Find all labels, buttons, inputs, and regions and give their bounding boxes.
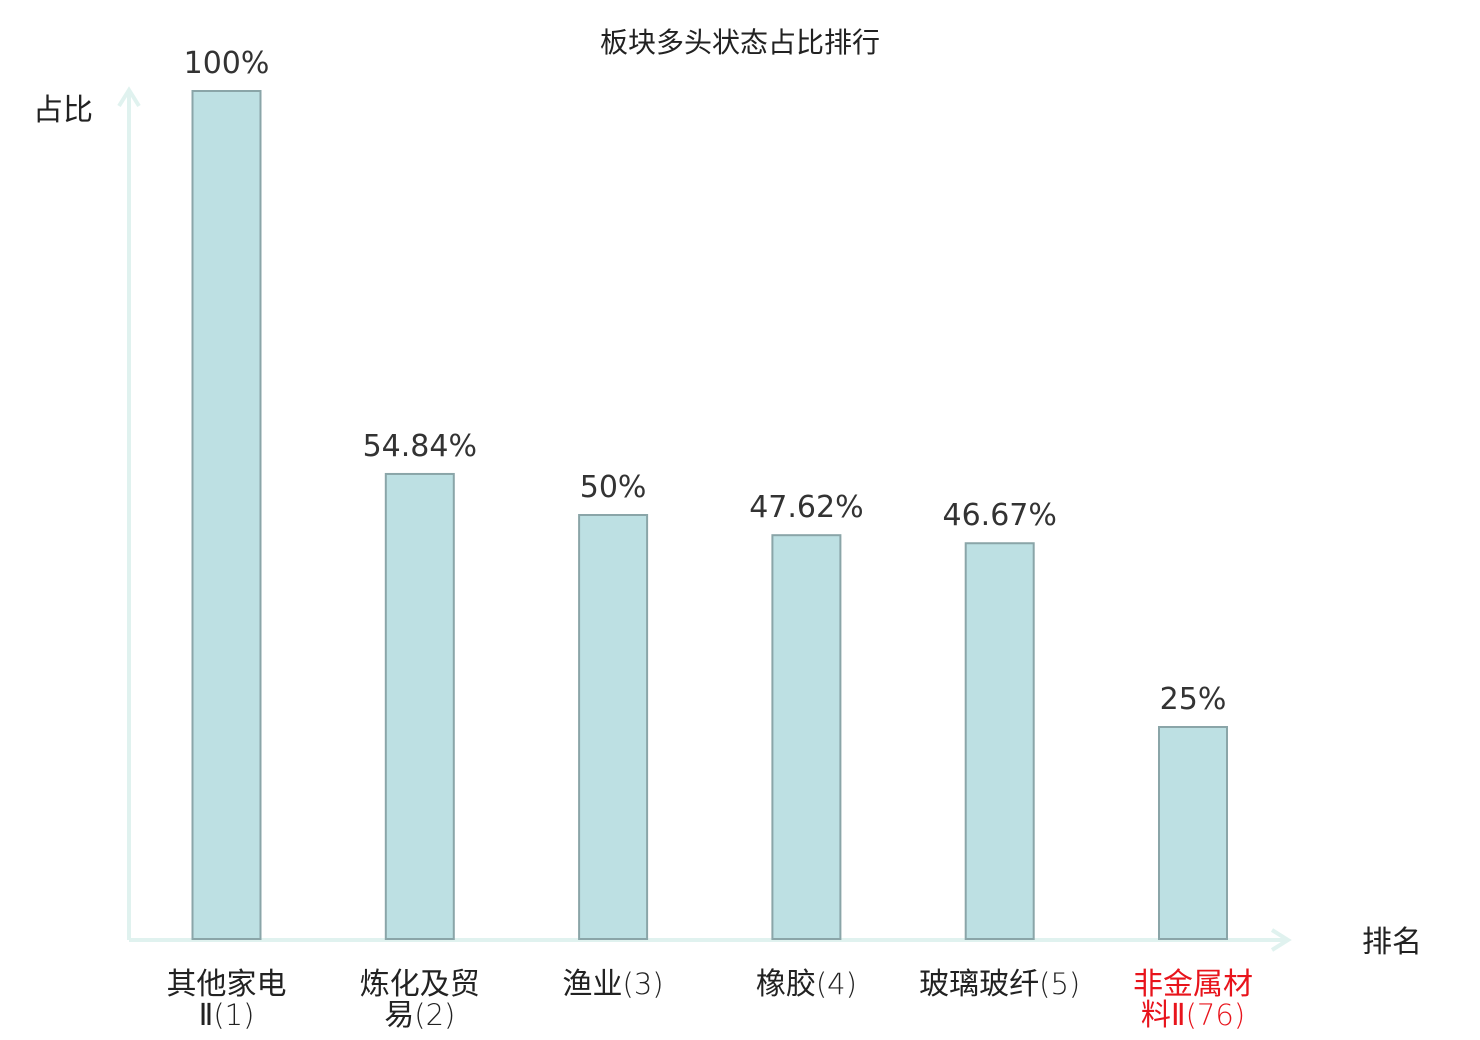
category-rank: (2) <box>414 998 455 1032</box>
category-rank: (4) <box>816 967 857 1001</box>
category-name: 非金属材 <box>1133 967 1253 1002</box>
category-rank: (5) <box>1039 967 1080 1001</box>
category-label: 玻璃玻纤(5) <box>919 967 1080 1002</box>
value-labels-group: 100% 54.84% 50% 47.62% 46.67% 25% <box>184 46 1227 717</box>
category-label: 炼化及贸易(2) <box>360 967 480 1033</box>
bar <box>384 472 455 940</box>
category-labels-group: 其他家电 Ⅱ(1)炼化及贸易(2)渔业(3) 橡胶(4) 玻璃玻纤(5) 非金属材料Ⅱ(… <box>167 967 1254 1033</box>
category-name: 橡胶 <box>756 967 816 1002</box>
bar <box>578 514 649 940</box>
category-name: 玻璃玻纤 <box>919 967 1039 1002</box>
y-axis-arrow <box>117 86 141 108</box>
data-label: 50% <box>580 470 647 505</box>
category-name: 炼化及贸 <box>360 967 480 1002</box>
category-rank: (1) <box>213 998 254 1032</box>
bar <box>1158 726 1228 940</box>
category-rank: (76) <box>1186 998 1246 1032</box>
category-name: 其他家电 <box>167 967 287 1002</box>
category-rank: (3) <box>623 967 664 1001</box>
x-axis-label: 排名 <box>1362 925 1422 960</box>
chart-title: 板块多头状态占比排行 <box>600 26 880 59</box>
data-label: 46.67% <box>943 498 1057 533</box>
category-name-cont: Ⅱ <box>199 998 214 1033</box>
y-axis-label: 占比 <box>33 93 93 128</box>
x-axis-arrow <box>1270 928 1292 952</box>
category-name-cont: 料Ⅱ <box>1141 998 1186 1033</box>
bars-group <box>191 90 1228 940</box>
category-name-cont: 易 <box>384 998 414 1033</box>
bar <box>191 90 262 940</box>
category-label: 其他家电 Ⅱ(1) <box>167 967 287 1033</box>
bar <box>771 534 842 940</box>
data-label: 47.62% <box>749 490 863 525</box>
category-name: 渔业 <box>563 967 623 1002</box>
category-label: 渔业(3) <box>563 967 664 1002</box>
category-label: 橡胶(4) <box>756 967 857 1002</box>
data-label: 25% <box>1160 682 1227 717</box>
data-label: 54.84% <box>363 429 477 464</box>
bar <box>964 542 1035 940</box>
category-label: 非金属材料Ⅱ(76) <box>1133 967 1253 1033</box>
data-label: 100% <box>184 46 270 81</box>
